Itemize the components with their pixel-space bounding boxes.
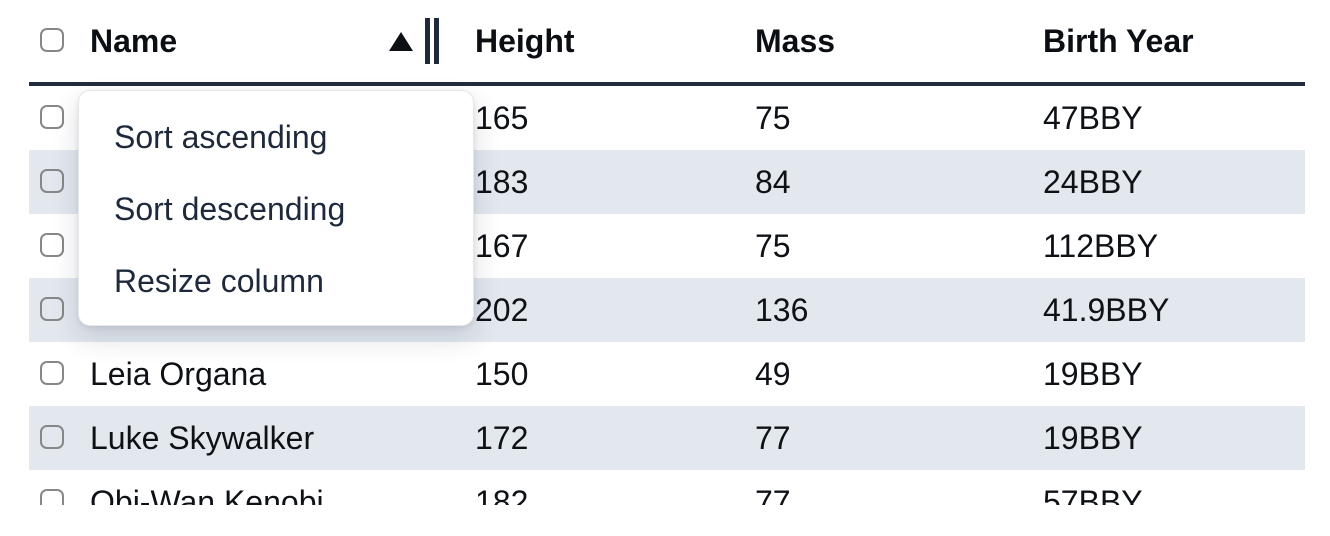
row-checkbox[interactable] (40, 168, 64, 193)
cell-birth-year: 19BBY (1043, 419, 1143, 456)
column-header-name[interactable]: Name (90, 0, 475, 82)
cell-mass: 75 (755, 227, 791, 264)
cell-mass: 77 (755, 419, 791, 456)
cell-birth-year: 41.9BBY (1043, 291, 1170, 328)
cell-name: Obi-Wan Kenobi (90, 483, 324, 506)
column-header-birth-year[interactable]: Birth Year (1043, 22, 1194, 59)
menu-item-sort-descending[interactable]: Sort descending (114, 190, 346, 227)
cell-height: 172 (475, 419, 529, 456)
row-checkbox[interactable] (40, 232, 64, 257)
table-row: Obi-Wan Kenobi 182 77 57BBY (29, 470, 1305, 505)
row-checkbox[interactable] (40, 296, 64, 321)
cell-birth-year: 112BBY (1043, 227, 1159, 264)
table-row: Leia Organa 150 49 19BBY (29, 342, 1305, 406)
cell-mass: 49 (755, 355, 791, 392)
resize-bar (425, 18, 430, 64)
cell-mass: 136 (755, 291, 809, 328)
select-all-checkbox[interactable] (40, 27, 64, 52)
cell-height: 150 (475, 355, 529, 392)
column-resize-handle-icon[interactable] (425, 18, 439, 64)
cell-birth-year: 57BBY (1043, 483, 1143, 506)
cell-mass: 77 (755, 483, 791, 506)
row-checkbox[interactable] (40, 424, 64, 449)
cell-height: 183 (475, 163, 529, 200)
cell-birth-year: 47BBY (1043, 99, 1143, 136)
cell-name: Leia Organa (90, 355, 267, 392)
menu-item-sort-ascending[interactable]: Sort ascending (114, 118, 328, 155)
cell-height: 182 (475, 483, 529, 506)
row-checkbox[interactable] (40, 488, 64, 505)
column-header-name-label: Name (90, 22, 178, 59)
sort-ascending-icon (389, 31, 413, 51)
table-row: Luke Skywalker 172 77 19BBY (29, 406, 1305, 470)
row-checkbox[interactable] (40, 360, 64, 385)
cell-birth-year: 19BBY (1043, 355, 1143, 392)
row-checkbox[interactable] (40, 104, 64, 129)
cell-height: 167 (475, 227, 529, 264)
select-all-cell (29, 23, 90, 60)
cell-mass: 75 (755, 99, 791, 136)
column-header-height[interactable]: Height (475, 22, 575, 59)
cell-height: 202 (475, 291, 529, 328)
column-context-menu: Sort ascending Sort descending Resize co… (78, 90, 474, 326)
column-header-mass[interactable]: Mass (755, 22, 836, 59)
cell-name: Luke Skywalker (90, 419, 315, 456)
cell-birth-year: 24BBY (1043, 163, 1143, 200)
menu-item-resize-column[interactable]: Resize column (114, 262, 324, 299)
resize-bar (434, 18, 439, 64)
table-header-row: Name Height Mass Birth Year (29, 0, 1305, 86)
cell-mass: 84 (755, 163, 791, 200)
cell-height: 165 (475, 99, 529, 136)
